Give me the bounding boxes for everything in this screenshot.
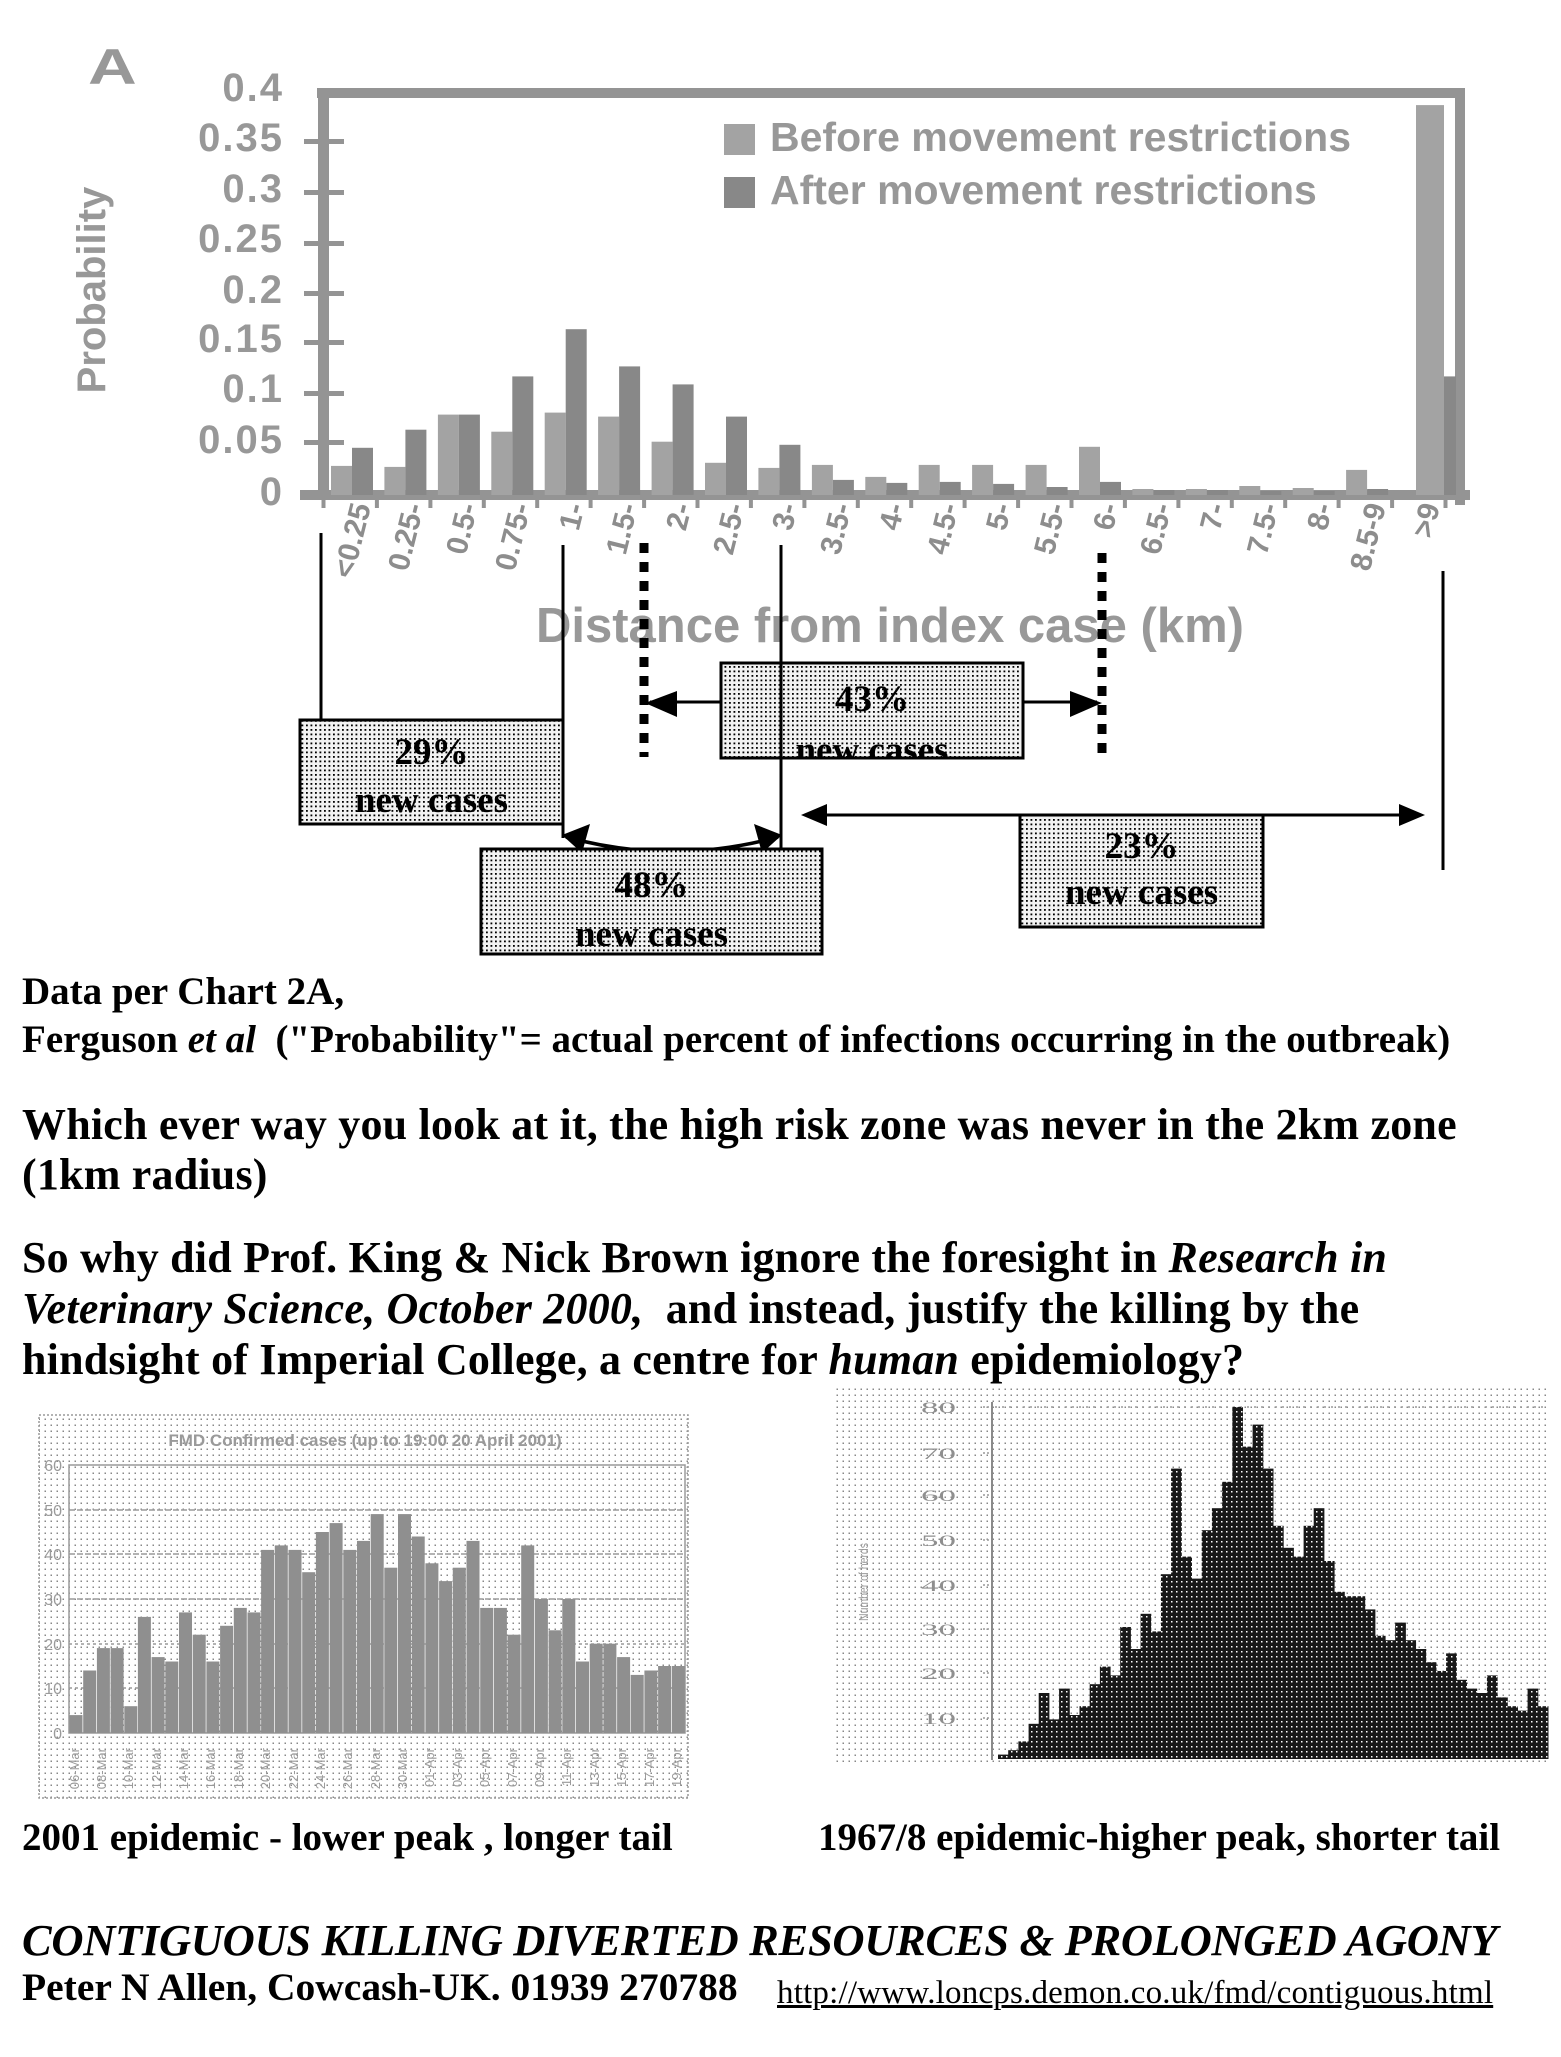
svg-text:0.2: 0.2 <box>222 268 284 312</box>
svg-text:1-: 1- <box>553 500 591 534</box>
svg-text:0.35: 0.35 <box>198 116 284 160</box>
svg-text:16-Mar: 16-Mar <box>203 1747 218 1789</box>
svg-text:40: 40 <box>921 1578 956 1595</box>
svg-text:20: 20 <box>44 1637 62 1654</box>
svg-text:50: 50 <box>921 1533 956 1550</box>
svg-text:0.1: 0.1 <box>222 367 284 411</box>
svg-text:60: 60 <box>921 1488 956 1505</box>
svg-text:48%: 48% <box>615 865 689 906</box>
svg-text:19-Apr: 19-Apr <box>669 1747 684 1787</box>
svg-text:23%: 23% <box>1105 826 1179 867</box>
svg-text:22-Mar: 22-Mar <box>286 1747 301 1789</box>
svg-text:8.5-9: 8.5-9 <box>1344 500 1393 574</box>
svg-text:Probability: Probability <box>70 186 114 393</box>
svg-text:06-Mar: 06-Mar <box>67 1747 82 1789</box>
svg-text:5-: 5- <box>980 500 1018 534</box>
svg-text:08-Mar: 08-Mar <box>94 1747 109 1789</box>
svg-text:0.25: 0.25 <box>198 217 284 261</box>
svg-text:70: 70 <box>921 1446 956 1463</box>
svg-text:28-Mar: 28-Mar <box>368 1747 383 1789</box>
svg-text:After movement restrictions: After movement restrictions <box>770 167 1317 213</box>
svg-text:0: 0 <box>260 470 284 514</box>
svg-text:<0.25: <0.25 <box>327 500 377 582</box>
svg-text:60: 60 <box>44 1458 62 1475</box>
svg-text:0.4: 0.4 <box>222 66 284 110</box>
svg-text:24-Mar: 24-Mar <box>313 1747 328 1789</box>
svg-text:05-Apr: 05-Apr <box>477 1747 492 1787</box>
svg-text:4-: 4- <box>873 500 911 534</box>
svg-text:3-: 3- <box>766 500 804 534</box>
svg-text:5.5-: 5.5- <box>1028 500 1073 558</box>
svg-text:10: 10 <box>44 1681 62 1698</box>
svg-text:30: 30 <box>921 1622 956 1639</box>
svg-text:0.75-: 0.75- <box>489 500 538 574</box>
svg-text:80: 80 <box>921 1400 956 1417</box>
svg-text:14-Mar: 14-Mar <box>176 1747 191 1789</box>
svg-text:2.5-: 2.5- <box>707 500 752 558</box>
svg-text:0.15: 0.15 <box>198 317 284 361</box>
svg-text:50: 50 <box>44 1503 62 1520</box>
svg-text:Number of herds: Number of herds <box>856 1543 871 1621</box>
svg-text:new cases: new cases <box>1065 872 1218 913</box>
svg-text:Distance from index case (km): Distance from index case (km) <box>536 599 1244 653</box>
svg-text:01-Apr: 01-Apr <box>422 1747 437 1787</box>
svg-text:>9: >9 <box>1406 500 1446 541</box>
svg-text:0.25-: 0.25- <box>382 500 431 574</box>
svg-text:29%: 29% <box>395 732 469 773</box>
svg-text:18-Mar: 18-Mar <box>231 1747 246 1789</box>
svg-text:40: 40 <box>44 1547 62 1564</box>
svg-text:07-Apr: 07-Apr <box>505 1747 520 1787</box>
svg-text:26-Mar: 26-Mar <box>340 1747 355 1789</box>
svg-text:1.5-: 1.5- <box>600 500 645 558</box>
svg-text:3.5-: 3.5- <box>814 500 859 558</box>
svg-text:43%: 43% <box>835 679 909 720</box>
svg-text:12-Mar: 12-Mar <box>149 1747 164 1789</box>
svg-text:8-: 8- <box>1301 500 1339 534</box>
svg-text:30: 30 <box>44 1592 62 1609</box>
svg-text:6-: 6- <box>1087 500 1125 534</box>
svg-text:0.3: 0.3 <box>222 167 284 211</box>
svg-text:10: 10 <box>921 1711 956 1728</box>
svg-text:4.5-: 4.5- <box>921 500 966 558</box>
svg-text:09-Apr: 09-Apr <box>532 1747 547 1787</box>
svg-text:new cases: new cases <box>575 914 728 955</box>
svg-text:30-Mar: 30-Mar <box>395 1747 410 1789</box>
svg-text:FMD Confirmed cases (up to 19:: FMD Confirmed cases (up to 19:00 20 Apri… <box>168 1431 561 1450</box>
svg-text:A: A <box>88 39 137 95</box>
svg-text:20-Mar: 20-Mar <box>258 1747 273 1789</box>
svg-text:new cases: new cases <box>795 730 948 771</box>
svg-text:13-Apr: 13-Apr <box>587 1747 602 1787</box>
svg-text:7.5-: 7.5- <box>1241 500 1286 558</box>
svg-text:03-Apr: 03-Apr <box>450 1747 465 1787</box>
svg-text:6.5-: 6.5- <box>1134 500 1179 558</box>
svg-text:2-: 2- <box>660 500 698 534</box>
svg-text:0: 0 <box>53 1726 62 1743</box>
svg-text:15-Apr: 15-Apr <box>614 1747 629 1787</box>
svg-text:Before movement restrictions: Before movement restrictions <box>770 114 1351 160</box>
svg-text:10-Mar: 10-Mar <box>121 1747 136 1789</box>
svg-text:0.5-: 0.5- <box>440 500 485 558</box>
svg-text:17-Apr: 17-Apr <box>642 1747 657 1787</box>
svg-text:new cases: new cases <box>355 780 508 821</box>
svg-text:7-: 7- <box>1194 500 1232 534</box>
svg-text:20: 20 <box>921 1666 956 1683</box>
svg-text:11-Apr: 11-Apr <box>559 1747 574 1786</box>
svg-text:0.05: 0.05 <box>198 418 284 462</box>
